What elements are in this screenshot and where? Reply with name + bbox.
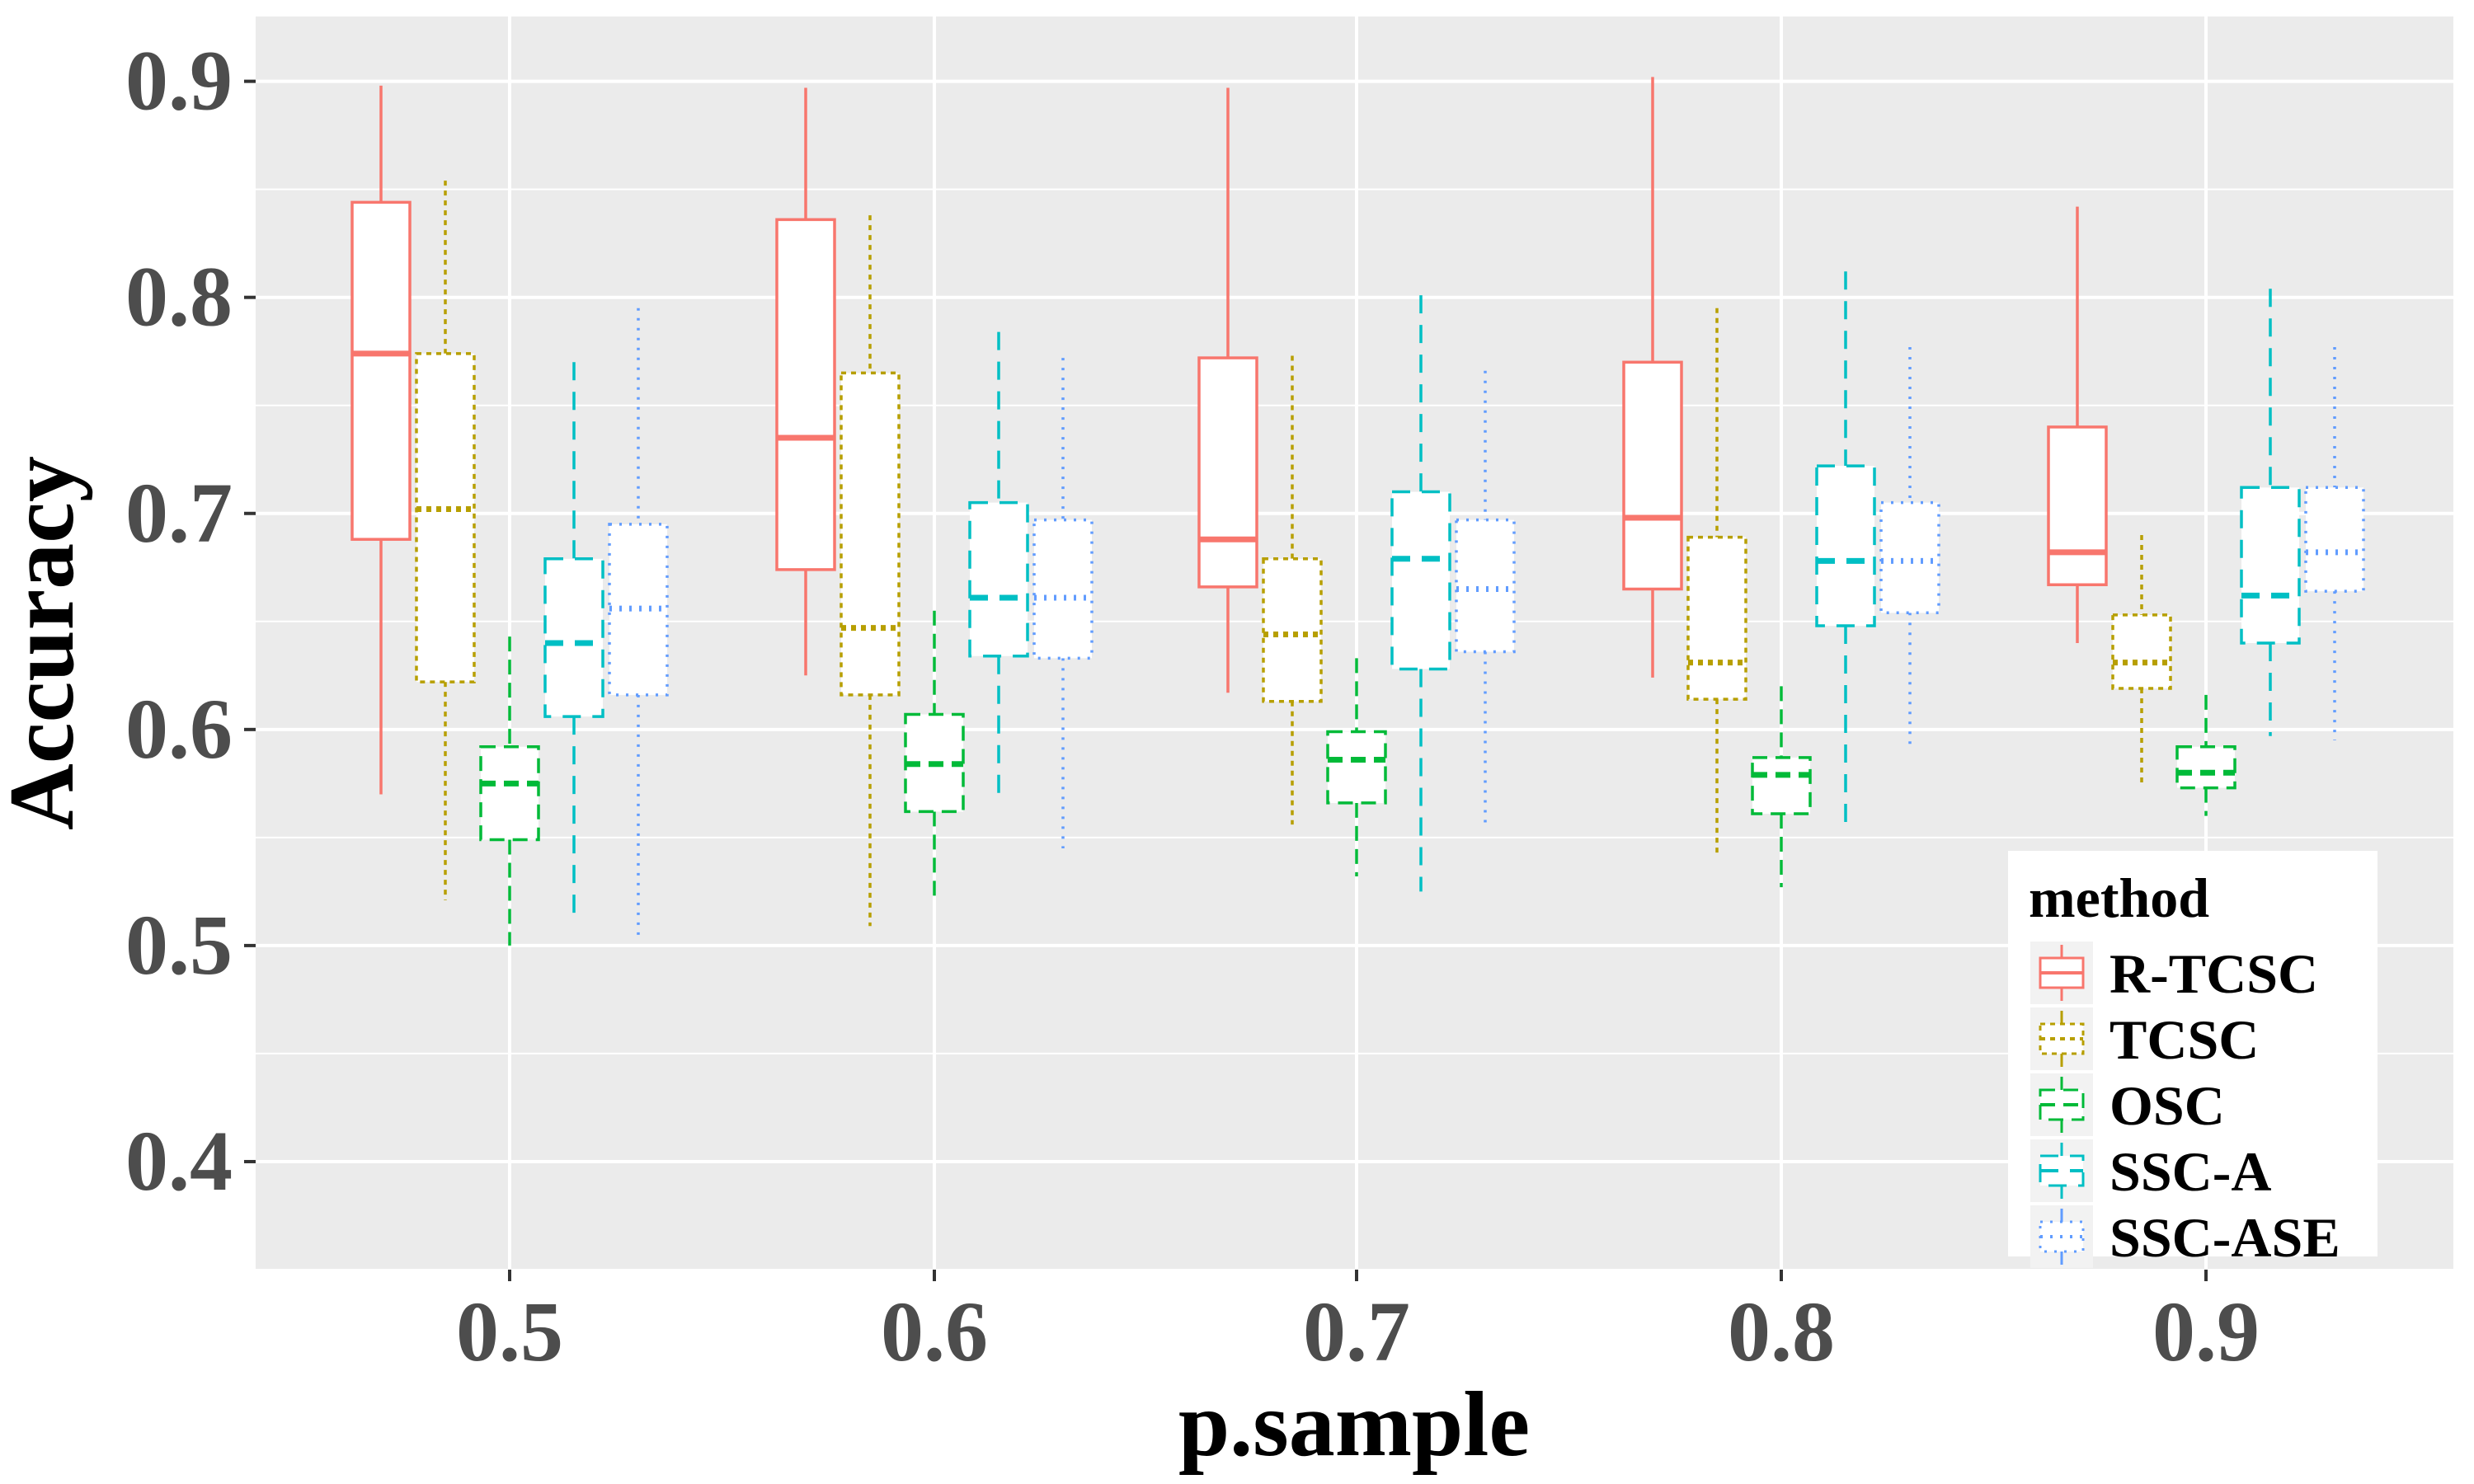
legend-item-OSC: OSC	[2030, 1073, 2225, 1137]
box-OSC-0.6	[904, 610, 965, 903]
box-iqr	[968, 500, 1029, 658]
box-SSC-A-0.6	[968, 331, 1029, 803]
box-iqr	[2047, 425, 2108, 586]
y-tick-label: 0.4	[125, 1114, 233, 1209]
box-R-TCSC-0.8	[1622, 77, 1683, 678]
legend-label: R-TCSC	[2109, 942, 2318, 1005]
box-R-TCSC-0.6	[775, 87, 836, 676]
legend-title: method	[2029, 866, 2209, 929]
x-tick-label: 0.5	[456, 1284, 563, 1379]
box-iqr	[1326, 730, 1387, 805]
legend-label: SSC-ASE	[2109, 1206, 2340, 1269]
y-tick-label: 0.9	[125, 34, 233, 129]
box-iqr	[1686, 535, 1747, 701]
y-tick-label: 0.8	[125, 250, 233, 345]
box-R-TCSC-0.9	[2047, 206, 2108, 643]
box-iqr	[415, 352, 476, 683]
legend-item-TCSC: TCSC	[2030, 1007, 2259, 1071]
boxes-layer	[350, 77, 2365, 946]
grid-lines	[256, 16, 2453, 1270]
box-SSC-A-0.9	[2240, 289, 2301, 736]
box-iqr	[2304, 486, 2365, 593]
box-SSC-ASE-0.8	[1879, 346, 1940, 752]
legend-item-SSC-A: SSC-A	[2030, 1139, 2272, 1203]
legend-item-R-TCSC: R-TCSC	[2030, 942, 2318, 1005]
legend-label: TCSC	[2109, 1008, 2259, 1071]
box-iqr	[350, 200, 412, 541]
x-tick-label: 0.6	[881, 1284, 988, 1379]
box-iqr	[1197, 356, 1258, 589]
x-axis-title: p.sample	[1178, 1374, 1530, 1476]
box-iqr	[608, 523, 669, 697]
x-axis-ticks: 0.5 0.6 0.7 0.8 0.9	[456, 1270, 2260, 1379]
box-SSC-A-0.7	[1390, 295, 1451, 892]
box-TCSC-0.7	[1262, 355, 1323, 825]
box-TCSC-0.5	[415, 181, 476, 900]
box-TCSC-0.6	[840, 215, 901, 927]
box-iqr	[1622, 360, 1683, 591]
box-TCSC-0.9	[2111, 534, 2172, 786]
box-iqr	[479, 745, 540, 842]
y-axis-title: Accuracy	[0, 456, 93, 830]
x-tick-label: 0.9	[2152, 1284, 2260, 1379]
y-axis-ticks: 0.4 0.5 0.6 0.7 0.8 0.9	[125, 34, 256, 1209]
box-iqr	[1879, 500, 1940, 615]
box-SSC-ASE-0.9	[2304, 346, 2365, 740]
box-iqr	[1751, 756, 1812, 815]
box-TCSC-0.8	[1686, 308, 1747, 853]
box-iqr	[2111, 613, 2172, 690]
box-OSC-0.8	[1751, 686, 1812, 888]
box-iqr	[1815, 464, 1876, 627]
box-SSC-A-0.5	[543, 362, 604, 916]
box-SSC-ASE-0.6	[1032, 358, 1094, 848]
box-iqr	[543, 557, 604, 718]
legend-label: OSC	[2109, 1074, 2225, 1137]
y-tick-label: 0.6	[125, 682, 233, 777]
box-OSC-0.7	[1326, 658, 1387, 877]
y-tick-label: 0.7	[125, 466, 233, 561]
box-R-TCSC-0.5	[350, 85, 412, 795]
legend-item-SSC-ASE: SSC-ASE	[2030, 1205, 2340, 1269]
box-SSC-A-0.8	[1815, 271, 1876, 825]
box-iqr	[1390, 490, 1451, 671]
box-OSC-0.5	[479, 636, 540, 946]
legend-label: SSC-A	[2109, 1140, 2272, 1203]
box-iqr	[1032, 518, 1094, 660]
box-iqr	[2240, 486, 2301, 645]
box-iqr	[2175, 745, 2236, 790]
x-tick-label: 0.8	[1728, 1284, 1835, 1379]
x-tick-label: 0.7	[1303, 1284, 1410, 1379]
box-iqr	[1262, 557, 1323, 703]
box-iqr	[840, 371, 901, 697]
box-iqr	[775, 218, 836, 571]
box-R-TCSC-0.7	[1197, 87, 1258, 693]
box-iqr	[1455, 518, 1516, 654]
y-tick-label: 0.5	[125, 898, 233, 993]
box-SSC-ASE-0.5	[608, 308, 669, 937]
box-OSC-0.9	[2175, 694, 2236, 816]
box-SSC-ASE-0.7	[1455, 370, 1516, 829]
